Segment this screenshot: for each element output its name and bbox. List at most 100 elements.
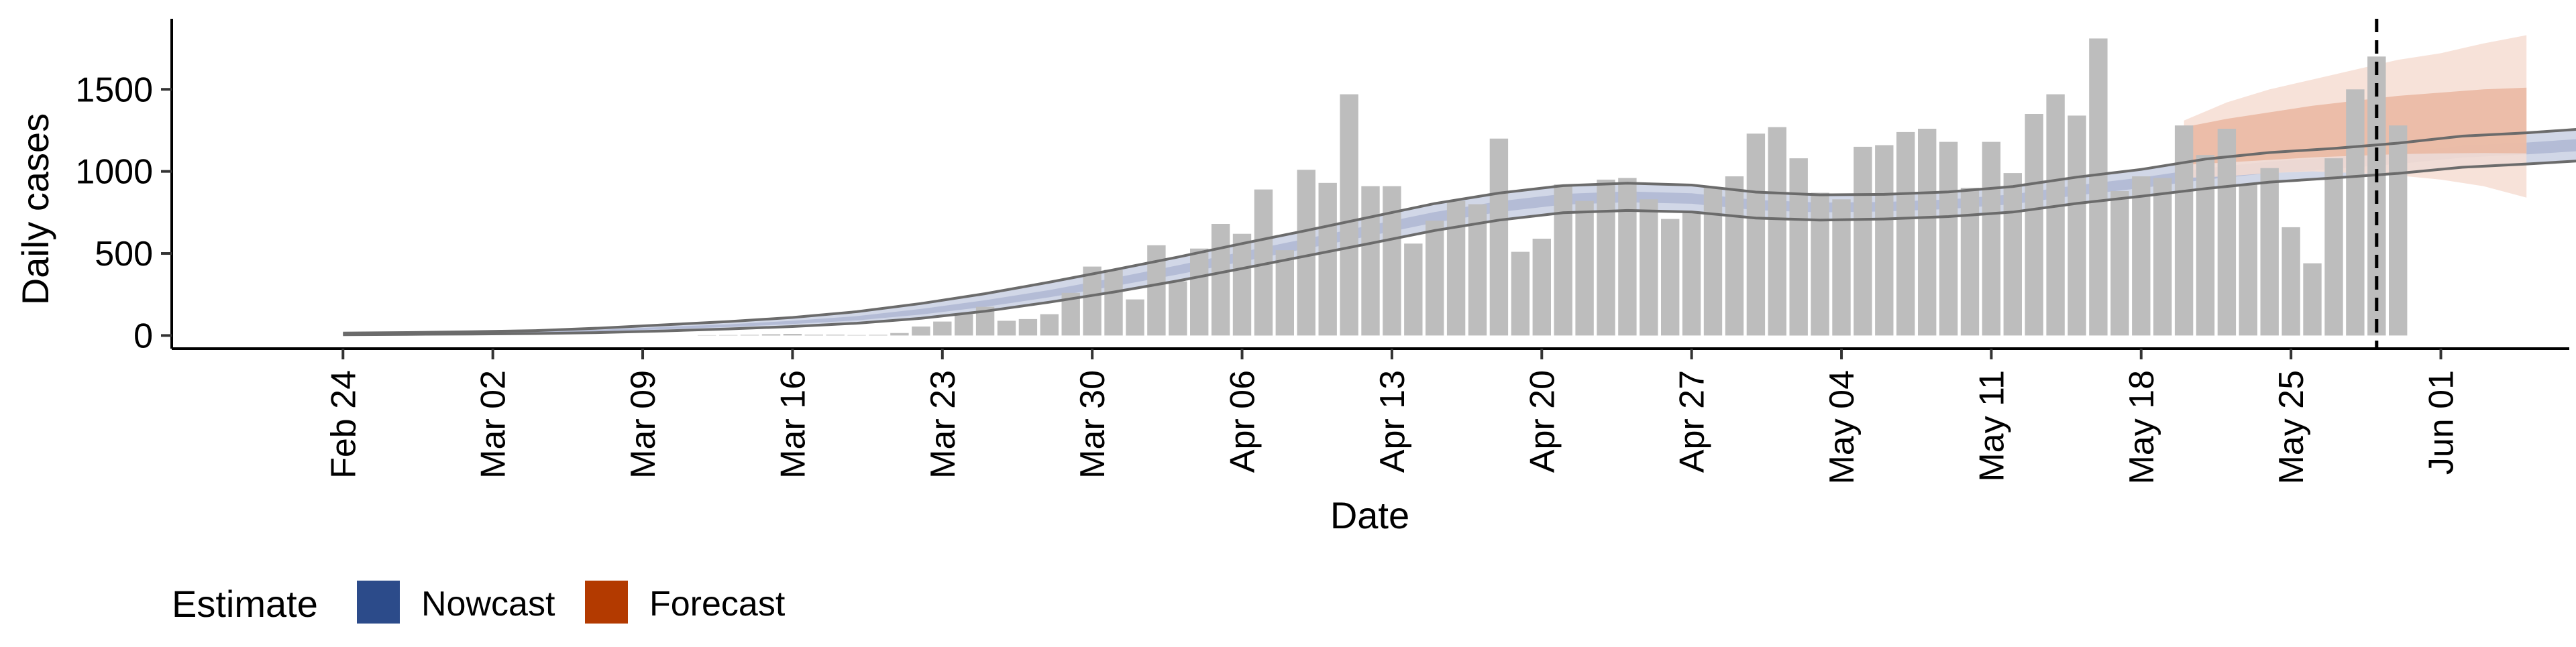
case-bar	[912, 327, 930, 336]
case-bar	[1939, 141, 1958, 336]
case-bar	[2239, 184, 2257, 336]
case-bar	[1875, 145, 1894, 336]
case-bar	[1725, 176, 1744, 336]
x-tick-label: May 11	[1972, 370, 2011, 482]
case-bar	[1404, 243, 1423, 336]
case-bar	[1511, 251, 1530, 336]
case-bar	[1446, 200, 1466, 336]
legend-title: Estimate	[172, 583, 318, 625]
legend-swatch-forecast	[585, 581, 628, 624]
x-tick-label: Mar 23	[924, 370, 963, 479]
case-bar	[698, 335, 716, 336]
case-bar	[1982, 141, 2001, 336]
case-bar	[1703, 188, 1723, 336]
daily-case-bars	[698, 38, 2408, 336]
case-bar	[1789, 158, 1808, 336]
case-bar	[1340, 94, 1358, 336]
case-bar	[1426, 221, 1444, 336]
x-tick-label: Jun 01	[2422, 370, 2461, 475]
case-bar	[2303, 263, 2322, 336]
y-tick-label: 500	[95, 235, 153, 274]
case-bar	[2260, 168, 2279, 336]
estimate-lines	[343, 128, 2576, 337]
legend-label-nowcast: Nowcast	[421, 585, 555, 624]
y-ticks: 0 500 1000 1500	[75, 70, 172, 355]
case-bar	[2217, 129, 2237, 336]
case-bar	[1361, 186, 1380, 336]
case-bar	[1018, 318, 1038, 336]
case-bar	[2153, 178, 2172, 336]
x-tick-label: Mar 16	[773, 370, 812, 479]
case-bar	[890, 333, 909, 336]
case-bar	[1040, 314, 1059, 336]
case-bar	[2025, 114, 2043, 336]
case-bar	[1190, 248, 1209, 336]
y-axis-title: Daily cases	[14, 113, 56, 305]
case-bar	[1468, 204, 1487, 336]
case-bar	[2196, 155, 2215, 336]
y-tick-label: 0	[133, 316, 153, 355]
x-tick-label: Mar 30	[1073, 370, 1112, 479]
case-bar	[1532, 239, 1551, 336]
x-tick-label: May 04	[1823, 370, 1862, 485]
legend-label-forecast: Forecast	[649, 585, 786, 624]
case-bar	[933, 321, 952, 336]
case-bar	[2389, 125, 2408, 336]
case-bar	[1746, 133, 1766, 336]
x-tick-label: Feb 24	[324, 370, 363, 479]
case-bar	[2046, 94, 2065, 336]
case-bar	[2068, 115, 2086, 336]
case-bar	[2324, 158, 2343, 336]
case-bar	[1104, 270, 1123, 336]
case-bar	[955, 314, 973, 336]
y-tick-label: 1000	[75, 153, 153, 192]
case-bar	[1211, 224, 1230, 336]
case-bar	[1083, 266, 1102, 336]
case-bar	[2346, 89, 2365, 336]
x-axis-title: Date	[1330, 494, 1409, 536]
y-tick-label: 1500	[75, 70, 153, 109]
case-bar	[1297, 170, 1316, 336]
case-bar	[847, 335, 866, 336]
nowcast-lower-line	[343, 160, 2576, 337]
x-tick-label: Apr 20	[1523, 370, 1562, 473]
nowcast-upper-line	[343, 128, 2576, 335]
legend: Estimate Nowcast Forecast	[172, 581, 786, 625]
case-bar	[1811, 192, 1829, 336]
x-tick-label: Apr 27	[1673, 370, 1712, 473]
case-bar	[2089, 38, 2108, 336]
case-bar	[997, 320, 1016, 336]
case-bar	[1960, 188, 1980, 336]
case-bar	[1383, 186, 1401, 336]
x-ticks: Feb 24 Mar 02 Mar 09 Mar 16 Mar 23 Mar 30 Apr …	[324, 349, 2461, 485]
case-bar	[1832, 199, 1851, 336]
case-bar	[1661, 219, 1680, 336]
case-bar	[1597, 179, 1615, 336]
legend-swatch-nowcast	[357, 581, 400, 624]
case-bar	[2174, 125, 2194, 336]
x-tick-label: Apr 13	[1373, 370, 1412, 473]
case-bar	[761, 334, 781, 336]
x-tick-label: Mar 02	[474, 370, 513, 479]
case-bar	[719, 335, 738, 336]
case-bar	[1275, 250, 1294, 336]
x-tick-label: May 25	[2272, 370, 2311, 485]
case-bar	[783, 334, 802, 336]
case-bar	[1232, 233, 1252, 336]
case-bar	[2110, 191, 2129, 336]
case-bar	[1126, 299, 1144, 336]
case-bar	[2132, 176, 2151, 336]
x-tick-label: Mar 09	[624, 370, 663, 479]
case-bar	[1554, 184, 1572, 336]
x-tick-label: May 18	[2123, 370, 2161, 485]
case-bar	[1682, 212, 1701, 336]
x-tick-label: Apr 06	[1224, 370, 1263, 473]
case-bar	[1618, 178, 1637, 336]
case-bar	[1169, 281, 1187, 336]
case-bar	[1575, 200, 1594, 336]
case-bar	[1489, 138, 1509, 336]
case-bar	[1896, 131, 1915, 336]
case-bar	[1768, 127, 1786, 336]
